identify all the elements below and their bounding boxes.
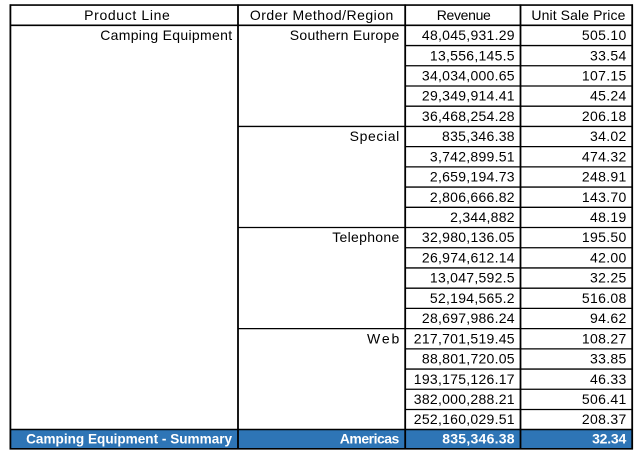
svg-text:13,047,592.5: 13,047,592.5 (430, 270, 515, 286)
svg-text:Southern Europe: Southern Europe (290, 27, 400, 43)
svg-text:45.24: 45.24 (590, 88, 627, 104)
svg-text:46.33: 46.33 (590, 371, 627, 387)
svg-text:3,742,899.51: 3,742,899.51 (430, 148, 515, 164)
svg-text:2,659,194.73: 2,659,194.73 (430, 169, 515, 185)
svg-text:474.32: 474.32 (582, 148, 627, 164)
svg-text:208.37: 208.37 (582, 411, 627, 427)
svg-text:248.91: 248.91 (582, 169, 627, 185)
svg-text:34,034,000.65: 34,034,000.65 (422, 67, 515, 83)
svg-text:42.00: 42.00 (590, 249, 627, 265)
svg-text:Revenue: Revenue (437, 7, 491, 23)
svg-text:206.18: 206.18 (582, 108, 627, 124)
svg-text:Camping Equipment - Summary: Camping Equipment - Summary (26, 431, 232, 447)
svg-text:195.50: 195.50 (582, 229, 627, 245)
svg-text:Web: Web (367, 330, 400, 346)
svg-text:505.10: 505.10 (582, 27, 627, 43)
svg-text:2,806,666.82: 2,806,666.82 (430, 189, 515, 205)
svg-text:48,045,931.29: 48,045,931.29 (422, 27, 515, 43)
svg-text:217,701,519.45: 217,701,519.45 (414, 330, 515, 346)
svg-text:516.08: 516.08 (582, 290, 627, 306)
svg-text:835,346.38: 835,346.38 (442, 128, 515, 144)
svg-text:33.85: 33.85 (590, 351, 627, 367)
svg-text:32.25: 32.25 (590, 270, 627, 286)
svg-text:193,175,126.17: 193,175,126.17 (414, 371, 515, 387)
svg-text:Special: Special (350, 128, 400, 144)
svg-text:506.41: 506.41 (582, 391, 627, 407)
svg-text:88,801,720.05: 88,801,720.05 (422, 351, 515, 367)
svg-text:52,194,565.2: 52,194,565.2 (430, 290, 515, 306)
svg-text:382,000,288.21: 382,000,288.21 (414, 391, 515, 407)
svg-text:32.34: 32.34 (592, 431, 626, 447)
svg-text:Unit Sale Price: Unit Sale Price (531, 7, 625, 23)
svg-text:33.54: 33.54 (590, 47, 627, 63)
svg-text:94.62: 94.62 (590, 310, 627, 326)
svg-text:108.27: 108.27 (582, 330, 627, 346)
svg-text:835,346.38: 835,346.38 (442, 431, 515, 447)
svg-text:Product Line: Product Line (84, 7, 170, 23)
svg-text:2,344,882: 2,344,882 (450, 209, 515, 225)
svg-text:28,697,986.24: 28,697,986.24 (422, 310, 515, 326)
svg-text:252,160,029.51: 252,160,029.51 (414, 411, 515, 427)
svg-text:26,974,612.14: 26,974,612.14 (422, 249, 515, 265)
svg-text:Americas: Americas (340, 431, 400, 447)
svg-text:143.70: 143.70 (582, 189, 627, 205)
svg-text:48.19: 48.19 (590, 209, 627, 225)
svg-text:Telephone: Telephone (332, 229, 399, 245)
svg-text:Camping Equipment: Camping Equipment (100, 27, 232, 43)
svg-text:34.02: 34.02 (590, 128, 627, 144)
svg-text:107.15: 107.15 (582, 67, 627, 83)
svg-text:13,556,145.5: 13,556,145.5 (430, 47, 515, 63)
svg-text:29,349,914.41: 29,349,914.41 (422, 88, 515, 104)
svg-text:36,468,254.28: 36,468,254.28 (422, 108, 515, 124)
svg-text:Order Method/Region: Order Method/Region (250, 7, 394, 23)
svg-text:32,980,136.05: 32,980,136.05 (422, 229, 515, 245)
